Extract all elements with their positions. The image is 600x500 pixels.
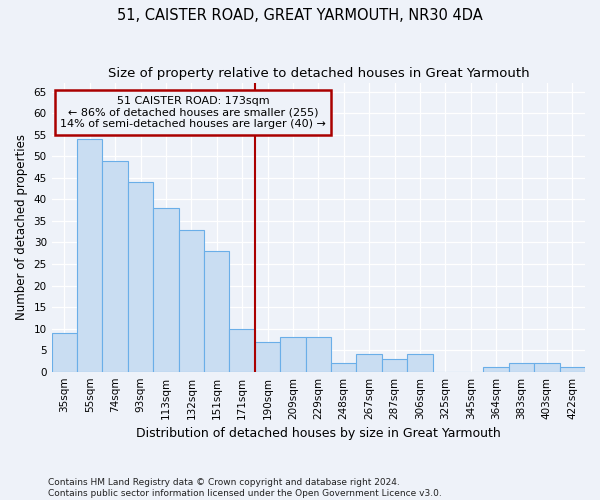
- Bar: [534, 363, 560, 372]
- Bar: [153, 208, 179, 372]
- X-axis label: Distribution of detached houses by size in Great Yarmouth: Distribution of detached houses by size …: [136, 427, 501, 440]
- Bar: [305, 337, 331, 372]
- Bar: [509, 363, 534, 372]
- Bar: [280, 337, 305, 372]
- Bar: [52, 333, 77, 372]
- Bar: [356, 354, 382, 372]
- Y-axis label: Number of detached properties: Number of detached properties: [15, 134, 28, 320]
- Bar: [128, 182, 153, 372]
- Text: 51 CAISTER ROAD: 173sqm
← 86% of detached houses are smaller (255)
14% of semi-d: 51 CAISTER ROAD: 173sqm ← 86% of detache…: [60, 96, 326, 129]
- Bar: [255, 342, 280, 372]
- Bar: [77, 139, 103, 372]
- Text: 51, CAISTER ROAD, GREAT YARMOUTH, NR30 4DA: 51, CAISTER ROAD, GREAT YARMOUTH, NR30 4…: [117, 8, 483, 22]
- Bar: [103, 160, 128, 372]
- Bar: [484, 368, 509, 372]
- Bar: [179, 230, 204, 372]
- Title: Size of property relative to detached houses in Great Yarmouth: Size of property relative to detached ho…: [107, 68, 529, 80]
- Bar: [407, 354, 433, 372]
- Bar: [560, 368, 585, 372]
- Bar: [229, 328, 255, 372]
- Bar: [382, 359, 407, 372]
- Text: Contains HM Land Registry data © Crown copyright and database right 2024.
Contai: Contains HM Land Registry data © Crown c…: [48, 478, 442, 498]
- Bar: [204, 251, 229, 372]
- Bar: [331, 363, 356, 372]
